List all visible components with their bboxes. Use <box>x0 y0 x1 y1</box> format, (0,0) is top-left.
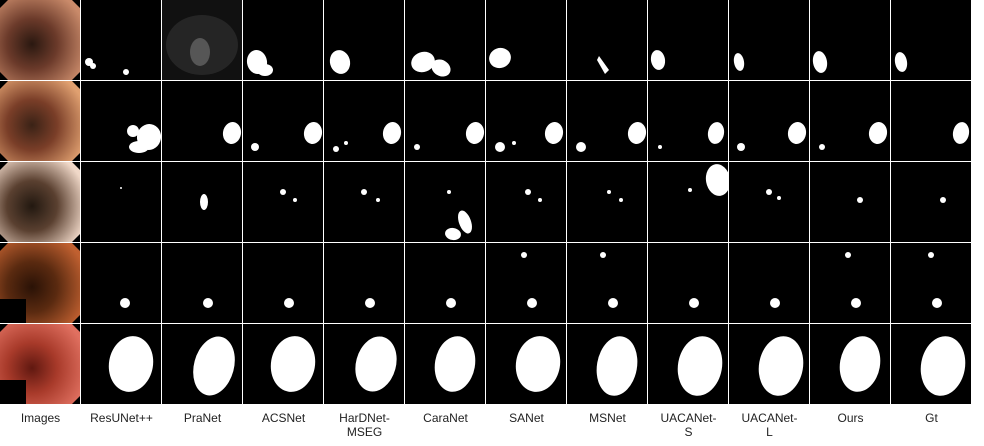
prediction-mask <box>243 162 323 242</box>
column-label-9: UACANet- L <box>741 411 798 439</box>
prediction-mask <box>648 243 728 323</box>
comparison-grid <box>0 0 972 405</box>
prediction-mask <box>729 243 809 323</box>
prediction-mask <box>405 81 485 161</box>
prediction-mask <box>405 162 485 242</box>
prediction-mask <box>891 162 971 242</box>
prediction-mask <box>405 243 485 323</box>
column-label-4: HarDNet- MSEG <box>339 411 390 439</box>
column-label-2: PraNet <box>183 411 222 425</box>
prediction-mask <box>567 81 647 161</box>
prediction-mask <box>648 162 728 242</box>
prediction-mask <box>243 324 323 404</box>
prediction-mask <box>486 0 566 80</box>
prediction-mask <box>324 243 404 323</box>
prediction-mask <box>567 0 647 80</box>
prediction-mask <box>81 0 161 80</box>
prediction-mask <box>162 0 242 80</box>
prediction-mask <box>810 243 890 323</box>
prediction-mask <box>567 324 647 404</box>
column-labels: Images ResUNet++ PraNet ACSNet HarDNet- MSEG… <box>0 405 972 446</box>
prediction-mask <box>486 243 566 323</box>
prediction-mask <box>648 0 728 80</box>
prediction-mask <box>810 0 890 80</box>
prediction-mask <box>162 243 242 323</box>
column-label-0: Images <box>20 411 61 425</box>
prediction-mask <box>567 243 647 323</box>
input-image <box>0 243 80 323</box>
prediction-mask <box>729 0 809 80</box>
column-label-3: ACSNet <box>261 411 306 425</box>
column-label-1: ResUNet++ <box>90 411 153 425</box>
prediction-mask <box>243 0 323 80</box>
prediction-mask <box>891 243 971 323</box>
prediction-mask <box>405 324 485 404</box>
prediction-mask <box>648 81 728 161</box>
prediction-mask <box>891 324 971 404</box>
prediction-mask <box>729 81 809 161</box>
input-image <box>0 162 80 242</box>
input-image <box>0 324 80 404</box>
prediction-mask <box>324 162 404 242</box>
prediction-mask <box>81 81 161 161</box>
input-image <box>0 81 80 161</box>
prediction-mask <box>81 162 161 242</box>
prediction-mask <box>891 0 971 80</box>
prediction-mask <box>81 324 161 404</box>
prediction-mask <box>162 81 242 161</box>
prediction-mask <box>162 162 242 242</box>
column-label-7: MSNet <box>589 411 626 425</box>
prediction-mask <box>729 324 809 404</box>
prediction-mask <box>810 324 890 404</box>
input-image <box>0 0 80 80</box>
prediction-mask <box>324 324 404 404</box>
column-label-11: Gt <box>925 411 938 425</box>
prediction-mask <box>486 324 566 404</box>
prediction-mask <box>810 162 890 242</box>
prediction-mask <box>729 162 809 242</box>
prediction-mask <box>162 324 242 404</box>
prediction-mask <box>567 162 647 242</box>
prediction-mask <box>243 243 323 323</box>
prediction-mask <box>486 162 566 242</box>
prediction-mask <box>891 81 971 161</box>
prediction-mask <box>486 81 566 161</box>
prediction-mask <box>324 0 404 80</box>
prediction-mask <box>405 0 485 80</box>
column-label-6: SANet <box>509 411 544 425</box>
prediction-mask <box>324 81 404 161</box>
column-label-5: CaraNet <box>423 411 468 425</box>
prediction-mask <box>81 243 161 323</box>
prediction-mask <box>648 324 728 404</box>
column-label-8: UACANet- S <box>660 411 717 439</box>
prediction-mask <box>243 81 323 161</box>
prediction-mask <box>810 81 890 161</box>
column-label-10: Ours <box>837 411 864 425</box>
